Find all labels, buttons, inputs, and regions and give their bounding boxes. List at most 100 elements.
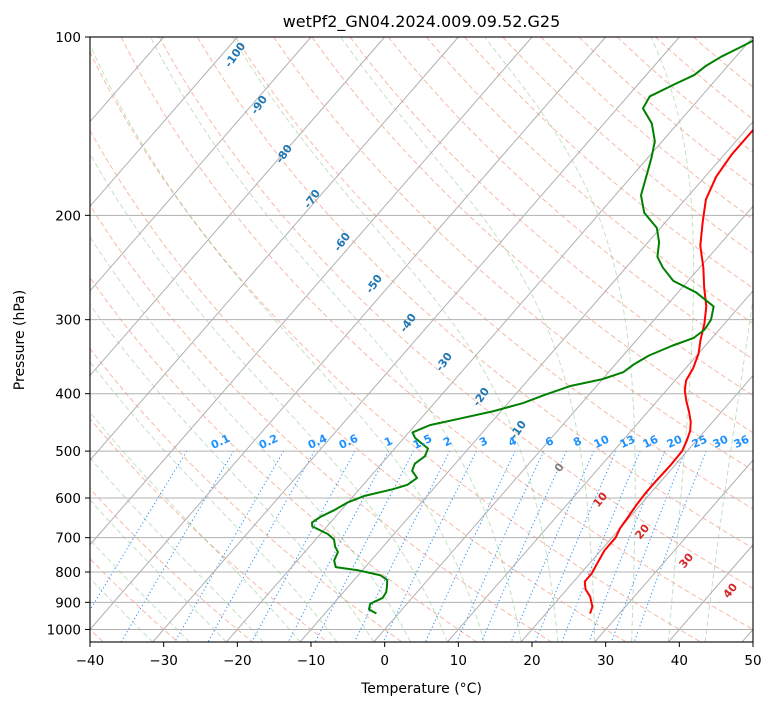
x-tick-label: 50: [744, 653, 761, 669]
dry-adiabat-line: [90, 204, 552, 642]
mixing-ratio-label: 13: [618, 433, 637, 451]
mixing-ratio-line: [588, 450, 666, 642]
y-tick-label: 500: [55, 444, 81, 460]
mixing-ratio-line: [314, 450, 415, 642]
mixing-ratio-line: [120, 450, 235, 642]
dry-adiabat-label: -40: [397, 311, 419, 335]
y-tick-label: 800: [55, 565, 81, 581]
mixing-ratio-line: [425, 450, 516, 642]
mixing-ratio-line: [534, 450, 617, 642]
dry-adiabat-line: [120, 37, 753, 631]
dry-adiabat-line: [90, 417, 328, 642]
gridlines: [90, 37, 753, 642]
dry-adiabat-line: [349, 37, 753, 397]
x-tick-label: 10: [450, 653, 467, 669]
x-tick-label: 40: [671, 653, 688, 669]
isotherm-line: [90, 37, 459, 461]
moist-adiabat-line: [90, 577, 154, 642]
moist-adiabat-label: 10: [590, 489, 610, 509]
isotherm-line: [299, 120, 753, 642]
moist-adiabat-label: 30: [676, 550, 696, 570]
dry-adiabat-line: [158, 37, 753, 589]
dry-adiabat-label: -60: [331, 230, 353, 254]
dry-adiabat-line: [90, 276, 477, 642]
series-layer: [310, 39, 753, 615]
dry-adiabat-line: [90, 487, 253, 642]
isotherm-line: [152, 37, 680, 642]
mixing-ratio-line: [207, 450, 315, 642]
dry-adiabat-label: -50: [363, 272, 385, 296]
y-axis-label: Pressure (hPa): [12, 290, 28, 390]
y-tick-label: 100: [55, 30, 81, 46]
mixing-ratio-label: 0.1: [209, 432, 232, 452]
mixing-ratio-label: 0.2: [257, 432, 280, 452]
moist-adiabat-line: [90, 43, 485, 642]
mixing-ratio-line: [174, 450, 285, 642]
moist-adiabat-line: [90, 499, 227, 642]
x-tick-label: 20: [523, 653, 540, 669]
mixing-ratio-label: 8: [571, 434, 583, 449]
moist-adiabat-line: [150, 37, 522, 642]
mixing-ratio-label: 25: [690, 433, 709, 451]
dry-adiabat-label: -90: [248, 93, 270, 117]
x-tick-label: −40: [76, 653, 105, 669]
y-tick-label: 300: [55, 313, 81, 329]
mixing-ratio-line: [353, 450, 451, 642]
moist-adiabat-line: [704, 295, 753, 642]
plot-frame: [89, 36, 754, 643]
mixing-ratio-label: 10: [592, 433, 612, 451]
y-tick-label: 600: [55, 491, 81, 507]
mixing-ratio-line: [480, 450, 567, 642]
dry-adiabat-line: [90, 129, 627, 642]
moist-adiabat-label: 20: [632, 521, 652, 541]
x-axis: −40 −30 −20 −10 0 10 20 30 40 50: [76, 642, 762, 669]
moist-adiabat-line: [484, 37, 636, 642]
mixing-ratio-line: [287, 450, 390, 642]
mixing-ratio-line: [510, 450, 595, 642]
isotherm-line: [226, 37, 753, 642]
mixing-ratio-label: 1: [382, 434, 394, 449]
y-tick-label: 400: [55, 387, 81, 403]
isotherm-line: [90, 37, 607, 631]
mixing-ratio-label: 2: [441, 434, 453, 449]
mixing-ratio-line: [633, 450, 707, 642]
background-lines: [90, 37, 753, 642]
mixing-ratio-line: [610, 450, 686, 642]
isotherm-line: [90, 37, 312, 292]
dry-adiabat-line: [197, 37, 753, 549]
moist-adiabat-line: [90, 303, 375, 642]
moist-adiabat-line: [340, 37, 596, 642]
isotherm-line: [90, 37, 533, 546]
moist-adiabat-line: [90, 152, 448, 642]
mixing-ratio-line: [456, 450, 545, 642]
chart-title: wetPf2_GN04.2024.009.09.52.G25: [283, 12, 561, 32]
y-tick-label: 700: [55, 531, 81, 547]
dry-adiabat-line: [90, 50, 702, 642]
dry-adiabat-line: [235, 37, 753, 510]
isotherm-line: [447, 290, 753, 642]
isotherm-line: [520, 374, 753, 642]
moist-adiabat-line: [90, 236, 412, 642]
x-tick-label: 0: [380, 653, 389, 669]
y-tick-label: 1000: [47, 622, 81, 638]
mixing-ratio-label: 30: [711, 433, 731, 451]
isotherm-line: [594, 459, 753, 642]
moist-adiabat-line: [90, 361, 338, 642]
dry-adiabat-label: -30: [433, 350, 455, 374]
moist-adiabat-label: 40: [720, 580, 740, 600]
isotherm-line: [373, 205, 753, 642]
x-axis-label: Temperature (°C): [360, 681, 482, 697]
moist-adiabat-label: 0: [552, 460, 567, 474]
dry-adiabat-label: -100: [222, 40, 249, 70]
isotherm-line: [90, 37, 238, 208]
mixing-ratio-label: 6: [543, 434, 556, 449]
dry-adiabat-line: [540, 37, 753, 220]
y-tick-label: 900: [55, 595, 81, 611]
mixing-ratio-line: [90, 450, 188, 612]
mixing-ratio-line: [382, 450, 477, 642]
mixing-ratio-label: 16: [641, 433, 661, 451]
mixing-ratio-label: 3: [477, 434, 489, 449]
dry-adiabat-line: [311, 37, 753, 434]
moist-adiabat-line: [650, 37, 695, 642]
isotherm-line: [90, 37, 386, 377]
